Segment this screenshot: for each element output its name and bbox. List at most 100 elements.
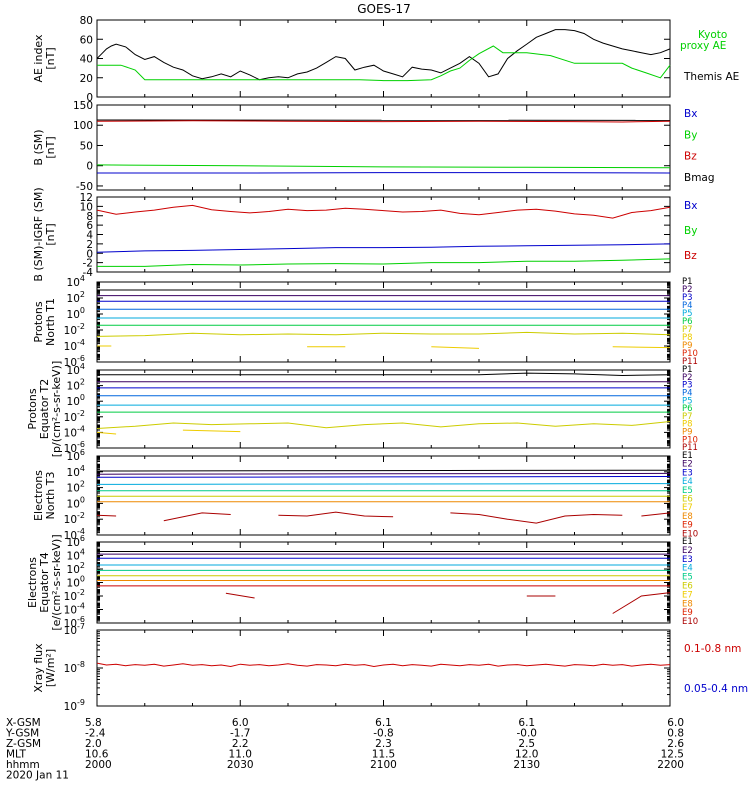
- y-tick-label: 106: [67, 448, 85, 463]
- y-tick-label: 10-6: [64, 615, 85, 630]
- panel-ylabel: Protons: [26, 388, 39, 429]
- panel-bsm: -50 0 50 100 150 B (SM) [nT] Bx By Bz Bmag: [32, 100, 715, 193]
- legend-entry: E5: [682, 486, 693, 496]
- panel-ylabel: Protons: [32, 301, 45, 342]
- y-tick-label: 10-9: [64, 698, 85, 713]
- legend-entry: By: [684, 225, 697, 237]
- y-tick-label: 100: [67, 306, 85, 321]
- y-tick-label: 104: [67, 362, 85, 377]
- y-tick-label: 10-2: [64, 409, 85, 424]
- orbit-value: 6.0: [667, 717, 684, 729]
- series-line-e3: [96, 476, 671, 478]
- legend-entry: E4: [682, 564, 693, 574]
- y-tick-label: 102: [67, 290, 85, 305]
- legend-entry: P2: [682, 285, 693, 295]
- series-line-p8: [96, 431, 117, 435]
- y-tick-label: 10-6: [64, 440, 85, 455]
- panel-ylabel: B (SM)-IGRF (SM): [32, 187, 45, 281]
- legend-entry: E2: [682, 460, 693, 470]
- y-tick-label: 0: [86, 92, 93, 104]
- legend-entry: Themis AE: [683, 71, 739, 83]
- orbit-value: -0.8: [373, 728, 394, 740]
- orbit-value: 12.0: [515, 749, 538, 761]
- orbit-value: 11.0: [229, 749, 252, 761]
- y-tick-label: -2: [83, 258, 93, 270]
- legend-entry: P5: [682, 309, 693, 319]
- legend-entry: E6: [682, 495, 693, 505]
- series-line-p8: [182, 429, 241, 433]
- orbit-value: 10.6: [85, 749, 109, 761]
- orbit-value: 2.3: [375, 738, 392, 750]
- legend-entry: E2: [682, 546, 693, 556]
- series-line-by: [97, 258, 671, 267]
- orbit-value: 6.0: [232, 717, 249, 729]
- panel-ylabel: B (SM): [32, 129, 45, 165]
- panel-ylabel: [e/(cm²-s-sr-keV)]: [50, 534, 63, 630]
- panel-ylabel: [nT]: [44, 136, 57, 158]
- y-tick-label: 20: [80, 73, 93, 85]
- series-line-e8: [450, 512, 623, 524]
- y-tick-label: 80: [80, 15, 93, 27]
- orbit-value: 11.5: [372, 749, 395, 761]
- panel-ylabel: [nT]: [44, 223, 57, 245]
- legend-entry: P6: [682, 317, 693, 327]
- legend-entry: E8: [682, 512, 693, 522]
- y-tick-label: 100: [67, 393, 85, 408]
- y-tick-label: 100: [67, 495, 85, 510]
- series-line-p7: [96, 421, 671, 429]
- panel-ylabel: [nT]: [44, 47, 57, 69]
- orbit-value: 2.5: [518, 738, 535, 750]
- orbit-value: 12.5: [661, 749, 684, 761]
- y-tick-label: 104: [67, 548, 85, 563]
- series-line-e1: [96, 469, 671, 472]
- legend-entry: P11: [682, 443, 698, 453]
- panel-ylabel: Equator T4: [38, 552, 51, 612]
- series-line-e9: [225, 592, 255, 599]
- legend-entry: P1: [682, 365, 693, 375]
- y-tick-label: 10-7: [64, 622, 85, 637]
- legend-entry: P5: [682, 396, 693, 406]
- series-line-e9: [612, 592, 671, 614]
- legend-entry: E7: [682, 503, 693, 513]
- legend-entry: P3: [682, 293, 693, 303]
- legend-entry: P9: [682, 341, 693, 351]
- legend-entry: P4: [682, 388, 693, 398]
- panel-ylabel: Electrons: [26, 557, 39, 608]
- orbit-value: 0.8: [667, 728, 684, 740]
- legend-entry: P1: [682, 277, 693, 287]
- series-line-e2: [96, 472, 671, 475]
- legend-entry: Kyoto: [698, 29, 727, 41]
- y-tick-label: 10-4: [64, 527, 85, 542]
- legend-entry: 0.05-0.4 nm: [684, 683, 748, 695]
- y-tick-label: 106: [67, 534, 85, 549]
- series-line-e8: [641, 512, 671, 517]
- panel-ylabel: [p/(cm²-s-sr-keV)]: [50, 361, 63, 458]
- legend-entry: proxy AE: [680, 40, 726, 52]
- legend-entry: P10: [682, 435, 698, 445]
- legend-entry: E5: [682, 573, 693, 583]
- legend-entry: P2: [682, 373, 693, 383]
- orbit-row-label: X-GSM: [6, 717, 41, 729]
- legend-entry: Bx: [684, 200, 697, 212]
- y-tick-label: 0: [86, 161, 93, 173]
- orbit-value: 2000: [85, 759, 112, 771]
- orbit-footer: X-GSM 5.8 6.0 6.1 6.1 6.0 Y-GSM -2.4 -1.7 -0.8 -0.…: [5, 717, 684, 782]
- legend-entry: P7: [682, 325, 693, 335]
- legend-entry: E10: [682, 529, 698, 539]
- orbit-value: 6.1: [375, 717, 392, 729]
- legend-entry: P9: [682, 428, 693, 438]
- series-line-e4: [96, 483, 671, 485]
- legend-entry: E3: [682, 468, 693, 478]
- legend-entry: 0.1-0.8 nm: [684, 643, 741, 655]
- panel-ylabel: North T3: [44, 472, 57, 520]
- plot-title: GOES-17: [357, 2, 411, 16]
- orbit-value: 2100: [370, 759, 397, 771]
- legend-entry: P3: [682, 381, 693, 391]
- series-line-e8: [163, 512, 231, 522]
- series-line-kyoto-proxy-ae: [97, 45, 671, 82]
- legend-entry: Bx: [684, 108, 697, 120]
- y-tick-label: 6: [86, 220, 93, 232]
